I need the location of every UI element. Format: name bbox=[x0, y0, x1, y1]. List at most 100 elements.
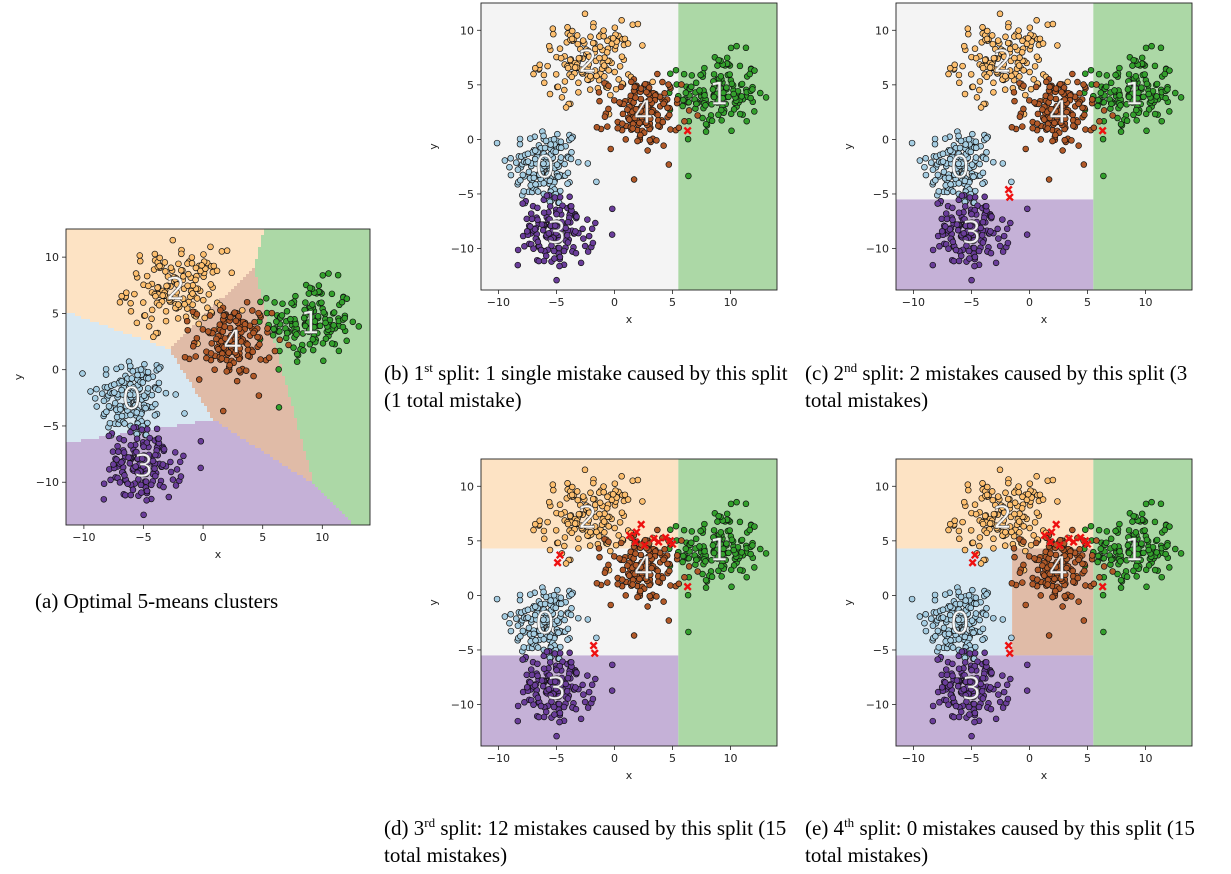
data-point bbox=[355, 323, 363, 330]
data-point bbox=[1157, 500, 1165, 508]
data-point bbox=[995, 691, 1002, 698]
data-point bbox=[1015, 518, 1023, 525]
data-point bbox=[278, 312, 286, 319]
data-point bbox=[1023, 687, 1031, 694]
data-point bbox=[964, 481, 972, 488]
data-point bbox=[934, 627, 942, 635]
x-tick-label: −5 bbox=[963, 752, 979, 765]
data-point bbox=[1117, 584, 1125, 591]
data-point bbox=[979, 636, 986, 643]
data-point bbox=[271, 299, 278, 306]
data-point bbox=[1172, 545, 1179, 553]
data-point bbox=[1097, 545, 1105, 553]
data-point bbox=[177, 267, 185, 274]
data-point bbox=[270, 325, 277, 333]
data-point bbox=[328, 340, 336, 347]
data-point bbox=[207, 243, 214, 251]
data-point bbox=[981, 512, 989, 520]
data-point bbox=[969, 586, 976, 594]
data-point bbox=[103, 408, 110, 416]
caption-e: (e) 4th split: 0 mistakes caused by this… bbox=[805, 815, 1195, 867]
data-point bbox=[133, 409, 141, 416]
data-point bbox=[967, 527, 975, 534]
data-point bbox=[1022, 547, 1029, 555]
data-point bbox=[279, 300, 286, 307]
data-point bbox=[205, 291, 213, 298]
data-point bbox=[1037, 592, 1044, 599]
data-point bbox=[198, 262, 205, 269]
data-point bbox=[1094, 552, 1102, 560]
data-point bbox=[955, 713, 963, 721]
data-point bbox=[93, 385, 100, 393]
data-point bbox=[174, 315, 182, 322]
data-point bbox=[338, 298, 346, 306]
y-tick-label: −10 bbox=[866, 699, 889, 712]
data-point bbox=[1143, 583, 1150, 591]
data-point bbox=[916, 613, 924, 620]
data-point bbox=[273, 318, 280, 325]
data-point bbox=[1116, 548, 1123, 555]
data-point bbox=[130, 384, 137, 391]
data-point bbox=[1142, 500, 1150, 508]
data-point bbox=[950, 713, 958, 721]
data-point bbox=[949, 660, 956, 668]
data-point bbox=[972, 600, 980, 608]
data-point bbox=[1151, 518, 1159, 526]
x-axis-label: x bbox=[1041, 769, 1048, 782]
data-point bbox=[1000, 688, 1008, 696]
data-point bbox=[983, 658, 990, 666]
data-point bbox=[195, 320, 203, 328]
data-point bbox=[136, 257, 144, 265]
data-point bbox=[213, 267, 221, 275]
data-point bbox=[1020, 523, 1027, 530]
data-point bbox=[965, 592, 973, 599]
data-point bbox=[1111, 543, 1118, 550]
data-point bbox=[1103, 539, 1110, 546]
data-point bbox=[1117, 576, 1125, 584]
data-point bbox=[162, 268, 169, 275]
data-point bbox=[979, 625, 987, 633]
data-point bbox=[949, 694, 957, 702]
data-point bbox=[116, 299, 124, 306]
data-point bbox=[181, 410, 188, 417]
data-point bbox=[1008, 580, 1016, 587]
data-point bbox=[979, 520, 987, 528]
data-point bbox=[935, 644, 943, 651]
data-point bbox=[976, 534, 984, 541]
data-point bbox=[1049, 476, 1057, 484]
data-point bbox=[1138, 510, 1146, 518]
data-point bbox=[156, 254, 163, 262]
data-point bbox=[1011, 499, 1019, 507]
x-tick-label: 10 bbox=[1139, 752, 1153, 765]
data-point bbox=[1080, 617, 1088, 624]
data-point bbox=[127, 299, 134, 307]
data-point bbox=[172, 391, 179, 398]
data-point bbox=[921, 619, 928, 627]
data-point bbox=[293, 350, 301, 358]
data-point bbox=[192, 264, 200, 272]
data-point bbox=[156, 262, 163, 270]
data-point bbox=[293, 358, 301, 365]
data-point bbox=[1095, 526, 1103, 534]
data-point bbox=[145, 323, 153, 330]
data-point bbox=[1166, 564, 1173, 571]
data-point bbox=[93, 403, 100, 410]
data-point bbox=[972, 594, 980, 601]
data-point bbox=[965, 486, 972, 494]
data-point bbox=[966, 650, 974, 657]
data-point bbox=[189, 290, 196, 297]
data-point bbox=[882, 610, 888, 616]
data-point bbox=[1026, 480, 1034, 487]
data-point bbox=[1107, 535, 1115, 543]
data-point bbox=[1030, 532, 1037, 539]
data-point bbox=[184, 282, 191, 289]
data-point bbox=[283, 308, 291, 315]
data-point bbox=[1054, 498, 1061, 505]
data-point bbox=[1049, 593, 1056, 601]
cluster-label-3: 3 bbox=[962, 671, 982, 707]
data-point bbox=[117, 406, 124, 413]
data-point bbox=[983, 529, 991, 537]
data-point bbox=[152, 400, 159, 408]
